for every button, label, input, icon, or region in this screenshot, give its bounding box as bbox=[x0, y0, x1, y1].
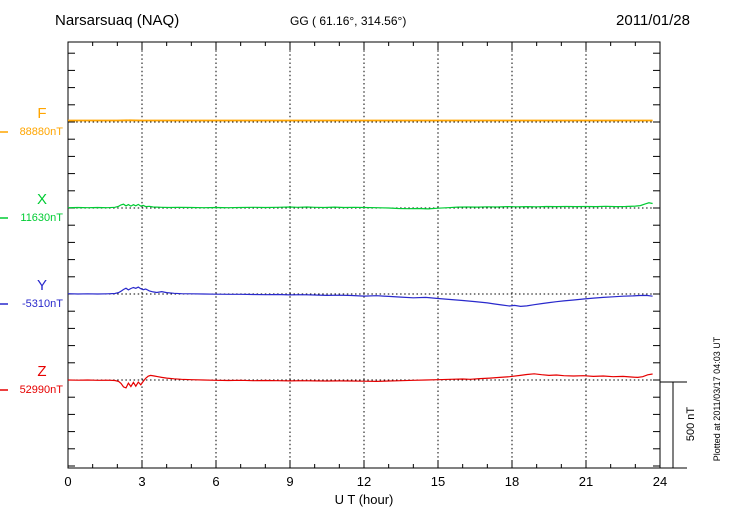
component-value-Y: -5310nT bbox=[22, 298, 63, 310]
xaxis-tick-15: 15 bbox=[430, 474, 446, 489]
station-coordinates: GG ( 61.16°, 314.56°) bbox=[290, 14, 407, 28]
plotted-at-note: Plotted at 2011/03/17 04:03 UT bbox=[712, 336, 722, 462]
xaxis-tick-21: 21 bbox=[578, 474, 594, 489]
trace-Z bbox=[67, 373, 653, 389]
component-label-F: F bbox=[37, 105, 47, 122]
scalebar-label: 500 nT bbox=[685, 406, 697, 442]
xaxis-tick-9: 9 bbox=[286, 474, 294, 489]
component-label-Y: Y bbox=[36, 277, 47, 294]
component-value-F: 88880nT bbox=[19, 126, 63, 138]
xaxis-tick-18: 18 bbox=[504, 474, 520, 489]
component-label-Z: Z bbox=[37, 363, 47, 380]
xaxis-tick-24: 24 bbox=[652, 474, 668, 489]
component-label-X: X bbox=[36, 191, 47, 208]
component-value-X: 11630nT bbox=[20, 212, 63, 224]
trace-Y bbox=[67, 286, 653, 308]
component-value-Z: 52990nT bbox=[19, 384, 63, 396]
xaxis-tick-12: 12 bbox=[356, 474, 372, 489]
xaxis-tick-0: 0 bbox=[64, 474, 72, 489]
trace-X bbox=[67, 202, 653, 210]
xaxis-tick-6: 6 bbox=[212, 474, 220, 489]
plot-date: 2011/01/28 bbox=[616, 12, 690, 29]
station-title: Narsarsuaq (NAQ) bbox=[55, 12, 180, 29]
xaxis-title: U T (hour) bbox=[334, 492, 394, 507]
xaxis-tick-3: 3 bbox=[138, 474, 146, 489]
